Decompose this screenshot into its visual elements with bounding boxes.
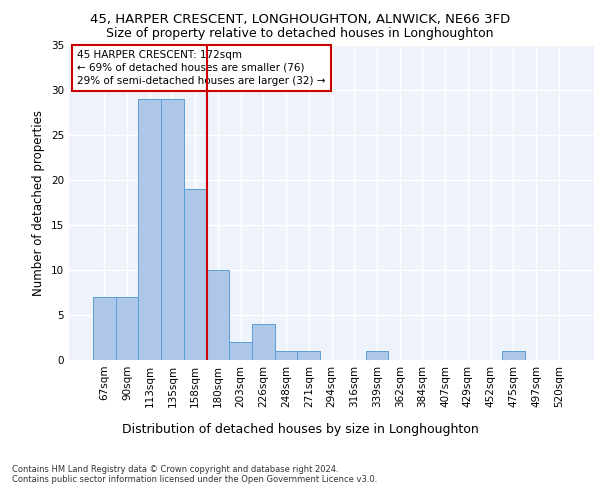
Text: Size of property relative to detached houses in Longhoughton: Size of property relative to detached ho… [106, 28, 494, 40]
Text: Contains HM Land Registry data © Crown copyright and database right 2024.
Contai: Contains HM Land Registry data © Crown c… [12, 465, 377, 484]
Bar [116, 297, 139, 360]
Bar [184, 189, 206, 360]
Bar [502, 351, 524, 360]
Y-axis label: Number of detached properties: Number of detached properties [32, 110, 46, 296]
Bar [252, 324, 275, 360]
Bar [365, 351, 388, 360]
Text: 45 HARPER CRESCENT: 172sqm
← 69% of detached houses are smaller (76)
29% of semi: 45 HARPER CRESCENT: 172sqm ← 69% of deta… [77, 50, 325, 86]
Bar [139, 99, 161, 360]
Bar [161, 99, 184, 360]
Text: Distribution of detached houses by size in Longhoughton: Distribution of detached houses by size … [122, 422, 478, 436]
Bar [206, 270, 229, 360]
Bar [229, 342, 252, 360]
Bar [298, 351, 320, 360]
Text: 45, HARPER CRESCENT, LONGHOUGHTON, ALNWICK, NE66 3FD: 45, HARPER CRESCENT, LONGHOUGHTON, ALNWI… [90, 12, 510, 26]
Bar [275, 351, 298, 360]
Bar [93, 297, 116, 360]
